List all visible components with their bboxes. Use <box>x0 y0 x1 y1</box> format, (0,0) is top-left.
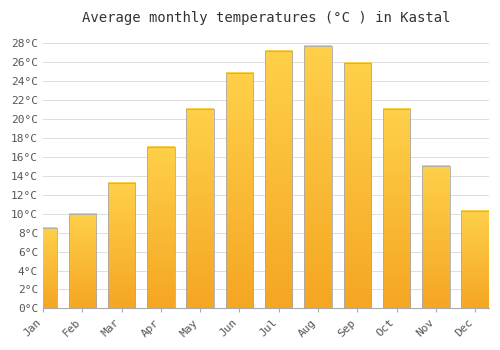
Bar <box>265 51 292 308</box>
Bar <box>462 211 489 308</box>
Bar <box>383 109 410 308</box>
Bar <box>422 166 450 308</box>
Bar <box>344 63 371 308</box>
Bar <box>265 51 292 308</box>
Bar <box>226 73 253 308</box>
Bar <box>304 46 332 308</box>
Bar <box>68 214 96 308</box>
Bar <box>108 183 136 308</box>
Bar <box>186 109 214 308</box>
Bar <box>147 147 174 308</box>
Bar <box>422 166 450 308</box>
Bar <box>226 73 253 308</box>
Bar <box>186 109 214 308</box>
Bar <box>383 109 410 308</box>
Bar <box>147 147 174 308</box>
Bar <box>108 183 136 308</box>
Bar <box>29 228 56 308</box>
Bar <box>29 228 56 308</box>
Bar <box>304 46 332 308</box>
Bar <box>68 214 96 308</box>
Bar <box>344 63 371 308</box>
Title: Average monthly temperatures (°C ) in Kastal: Average monthly temperatures (°C ) in Ka… <box>82 11 450 25</box>
Bar <box>462 211 489 308</box>
